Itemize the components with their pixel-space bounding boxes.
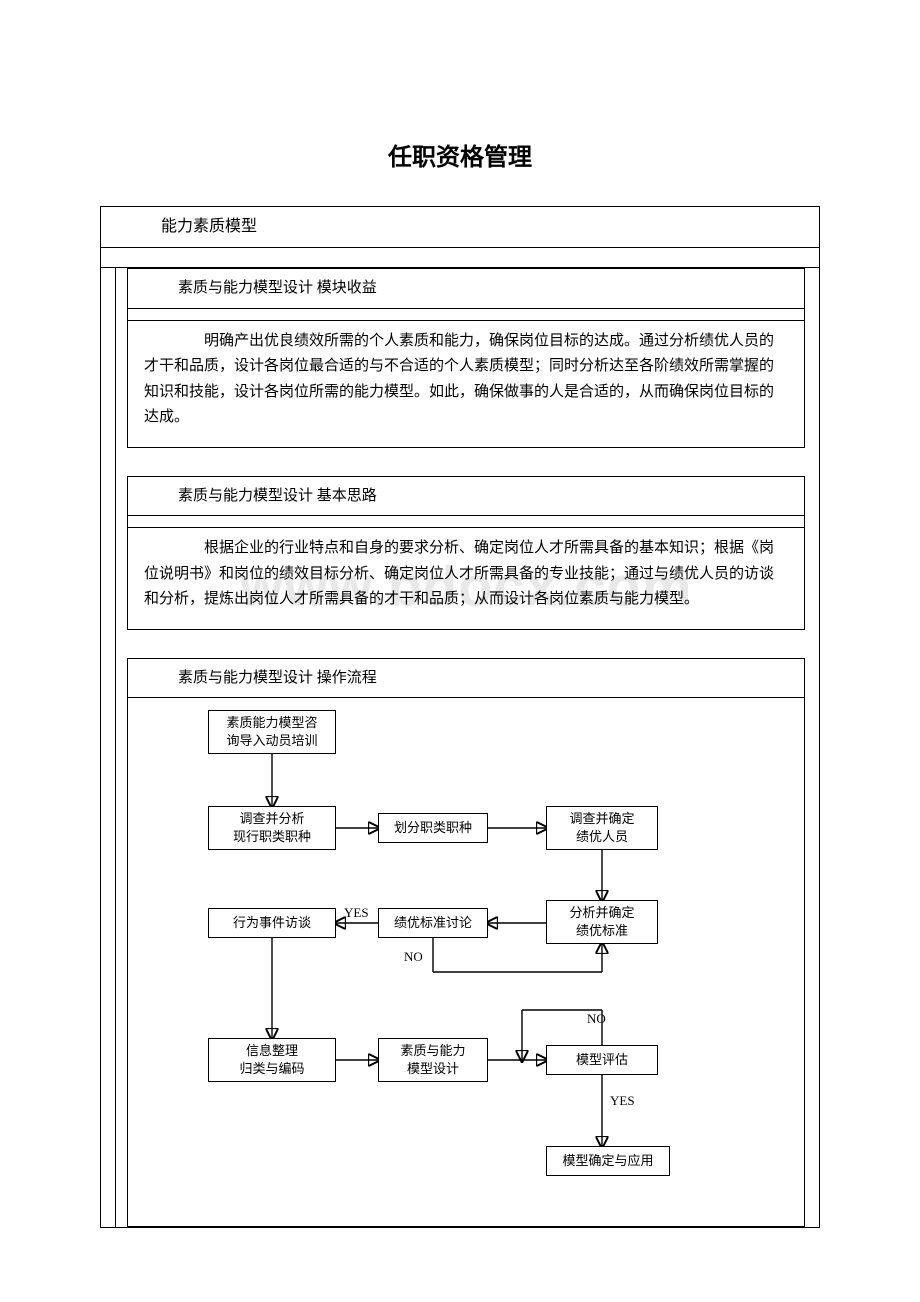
section-spacer	[115, 630, 805, 658]
flow-label-no2: NO	[587, 1008, 606, 1030]
flow-node-n9: 素质与能力模型设计	[378, 1038, 488, 1082]
section-1-header: 素质与能力模型设计 模块收益	[128, 269, 804, 309]
table-header: 能力素质模型	[101, 207, 819, 248]
section-2: 素质与能力模型设计 基本思路 www.bdocx.com 根据企业的行业特点和自…	[127, 476, 805, 630]
flow-edges-svg	[172, 710, 702, 1200]
flow-label-yes1: YES	[344, 902, 369, 924]
flow-node-n1: 素质能力模型咨询导入动员培训	[208, 710, 336, 754]
section-spacer	[115, 448, 805, 476]
section-2-text: 根据企业的行业特点和自身的要求分析、确定岗位人才所需具备的基本知识；根据《岗位说…	[144, 536, 788, 613]
outer-container: 能力素质模型 素质与能力模型设计 模块收益 明确产出优良绩效所需的个人素质和能力…	[100, 206, 820, 1228]
section-1-body: 明确产出优良绩效所需的个人素质和能力，确保岗位目标的达成。通过分析绩优人员的才干…	[128, 321, 804, 447]
flow-node-n3: 划分职类职种	[378, 813, 488, 843]
section-3: 素质与能力模型设计 操作流程	[127, 658, 805, 1228]
section-2-header: 素质与能力模型设计 基本思路	[128, 477, 804, 517]
left-margin-line	[115, 268, 116, 1227]
flow-label-yes2: YES	[610, 1090, 635, 1112]
sections-wrap: 素质与能力模型设计 模块收益 明确产出优良绩效所需的个人素质和能力，确保岗位目标…	[101, 268, 819, 1227]
section-gap	[128, 309, 804, 321]
section-gap	[128, 516, 804, 528]
section-1-text: 明确产出优良绩效所需的个人素质和能力，确保岗位目标的达成。通过分析绩优人员的才干…	[144, 329, 788, 431]
flow-label-no1: NO	[404, 946, 423, 968]
flow-node-n10: 模型评估	[546, 1045, 658, 1075]
page-title: 任职资格管理	[100, 140, 820, 176]
flow-node-n5: 行为事件访谈	[208, 908, 336, 938]
spacer	[101, 248, 819, 268]
section-3-body: 素质能力模型咨询导入动员培训调查并分析现行职类职种 划分职类职种 调查并确定绩优人员…	[128, 698, 804, 1226]
section-3-header: 素质与能力模型设计 操作流程	[128, 659, 804, 699]
flow-node-n4: 调查并确定绩优人员	[546, 806, 658, 850]
flow-node-n8: 信息整理归类与编码	[208, 1038, 336, 1082]
flow-node-n6: 绩优标准讨论	[378, 908, 488, 938]
section-2-body: 根据企业的行业特点和自身的要求分析、确定岗位人才所需具备的基本知识；根据《岗位说…	[128, 528, 804, 629]
section-1: 素质与能力模型设计 模块收益 明确产出优良绩效所需的个人素质和能力，确保岗位目标…	[127, 268, 805, 448]
flow-node-n2: 调查并分析现行职类职种	[208, 806, 336, 850]
flowchart: 素质能力模型咨询导入动员培训调查并分析现行职类职种 划分职类职种 调查并确定绩优人员…	[172, 710, 702, 1200]
flow-node-n7: 分析并确定绩优标准	[546, 900, 658, 944]
flow-node-n11: 模型确定与应用	[546, 1146, 670, 1176]
